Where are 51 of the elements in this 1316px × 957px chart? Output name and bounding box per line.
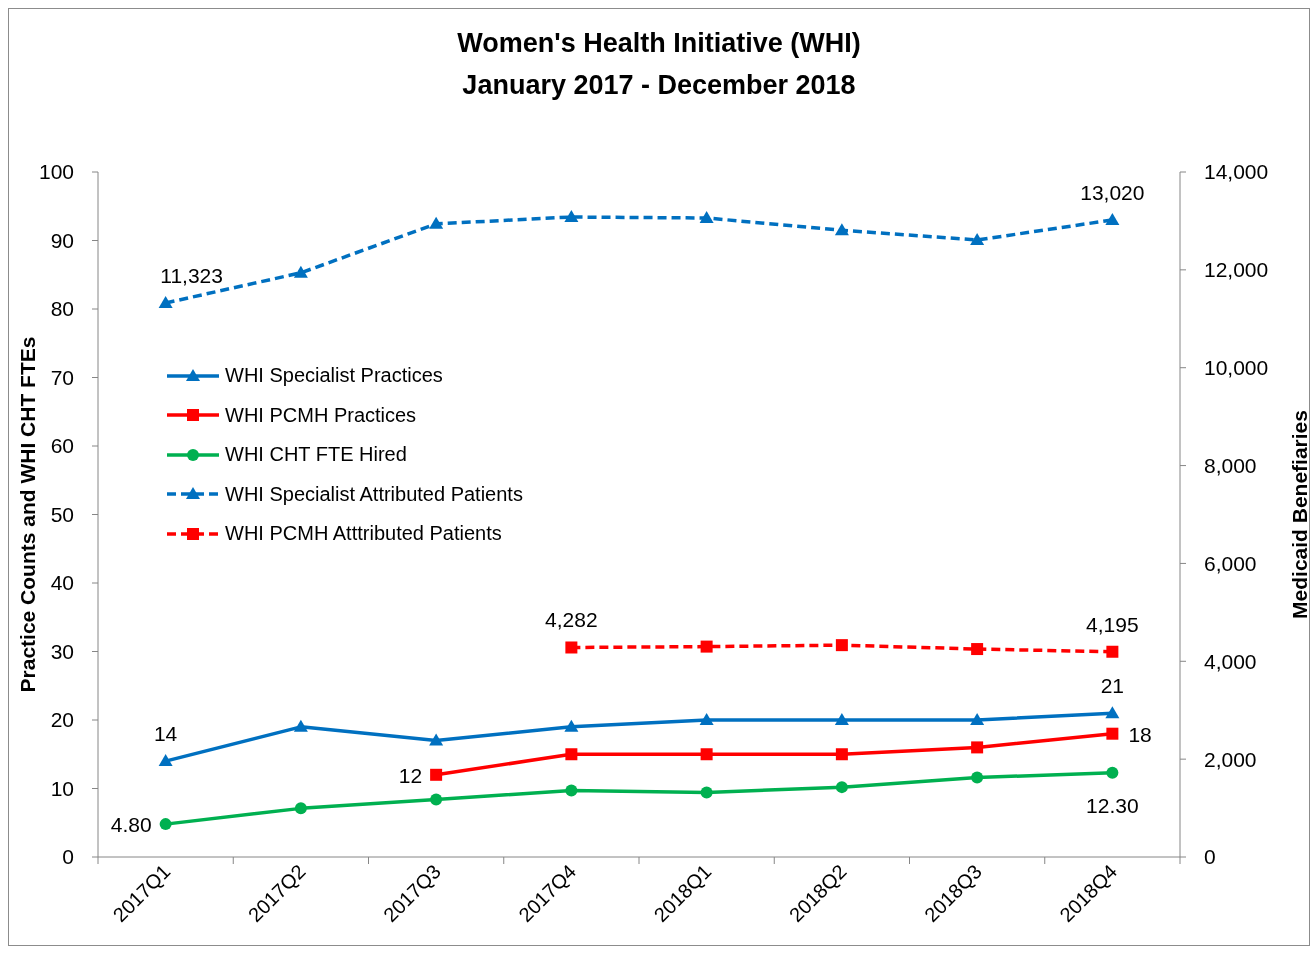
point bbox=[1106, 645, 1119, 658]
legend-label: WHI PCMH Atttributed Patients bbox=[225, 522, 502, 546]
point bbox=[1105, 212, 1120, 225]
y2-tick-label: 2,000 bbox=[1204, 747, 1257, 771]
data-label: 4.80 bbox=[110, 813, 152, 837]
y2-tick-label: 12,000 bbox=[1204, 258, 1269, 282]
data-label: 12.30 bbox=[1086, 793, 1139, 817]
y-tick-label: 20 bbox=[50, 708, 74, 732]
y2-tick-label: 0 bbox=[1204, 845, 1216, 869]
y-axis-title: Practice Counts and WHI CHT FTEs bbox=[16, 336, 39, 693]
y-tick-label: 70 bbox=[50, 365, 74, 389]
y-tick-label: 90 bbox=[50, 228, 74, 252]
data-label: 21 bbox=[1100, 674, 1125, 698]
point bbox=[970, 233, 985, 246]
y2-tick-label: 8,000 bbox=[1204, 454, 1257, 478]
data-label: 4,195 bbox=[1086, 612, 1139, 636]
y-tick-label: 100 bbox=[38, 160, 74, 184]
data-label: 14 bbox=[153, 722, 178, 746]
data-label: 18 bbox=[1128, 722, 1152, 746]
data-label: 13,020 bbox=[1080, 180, 1145, 204]
point bbox=[293, 265, 308, 278]
y2-tick-label: 6,000 bbox=[1204, 551, 1257, 575]
point bbox=[700, 640, 713, 653]
y-tick-label: 50 bbox=[50, 502, 74, 526]
y-tick-label: 40 bbox=[50, 571, 74, 595]
legend-label: WHI CHT FTE Hired bbox=[225, 443, 407, 467]
y2-tick-label: 14,000 bbox=[1204, 160, 1269, 184]
point bbox=[565, 641, 578, 654]
legend-label: WHI PCMH Practices bbox=[225, 403, 417, 427]
y-tick-label: 80 bbox=[50, 297, 74, 321]
legend-label: WHI Specialist Attributed Patients bbox=[225, 482, 523, 506]
legend-label: WHI Specialist Practices bbox=[225, 364, 443, 388]
point bbox=[971, 643, 984, 656]
point bbox=[699, 210, 714, 223]
point bbox=[834, 223, 849, 236]
chart-subtitle: January 2017 - December 2018 bbox=[461, 69, 857, 102]
y-tick-label: 30 bbox=[50, 639, 74, 663]
y2-tick-label: 10,000 bbox=[1204, 356, 1269, 380]
point bbox=[835, 639, 848, 652]
point bbox=[564, 210, 579, 223]
point bbox=[429, 216, 444, 229]
point bbox=[158, 295, 173, 308]
y-tick-label: 10 bbox=[50, 776, 74, 800]
data-label: 4,282 bbox=[545, 608, 598, 632]
y2-tick-label: 4,000 bbox=[1204, 649, 1257, 673]
chart-title: Women's Health Initiative (WHI) bbox=[456, 27, 862, 60]
y-tick-label: 0 bbox=[62, 845, 74, 869]
data-label: 12 bbox=[398, 763, 423, 787]
y-tick-label: 60 bbox=[50, 434, 74, 458]
data-label: 11,323 bbox=[160, 263, 223, 287]
y2-axis-title: Medicaid Benefiaries bbox=[1288, 410, 1311, 619]
